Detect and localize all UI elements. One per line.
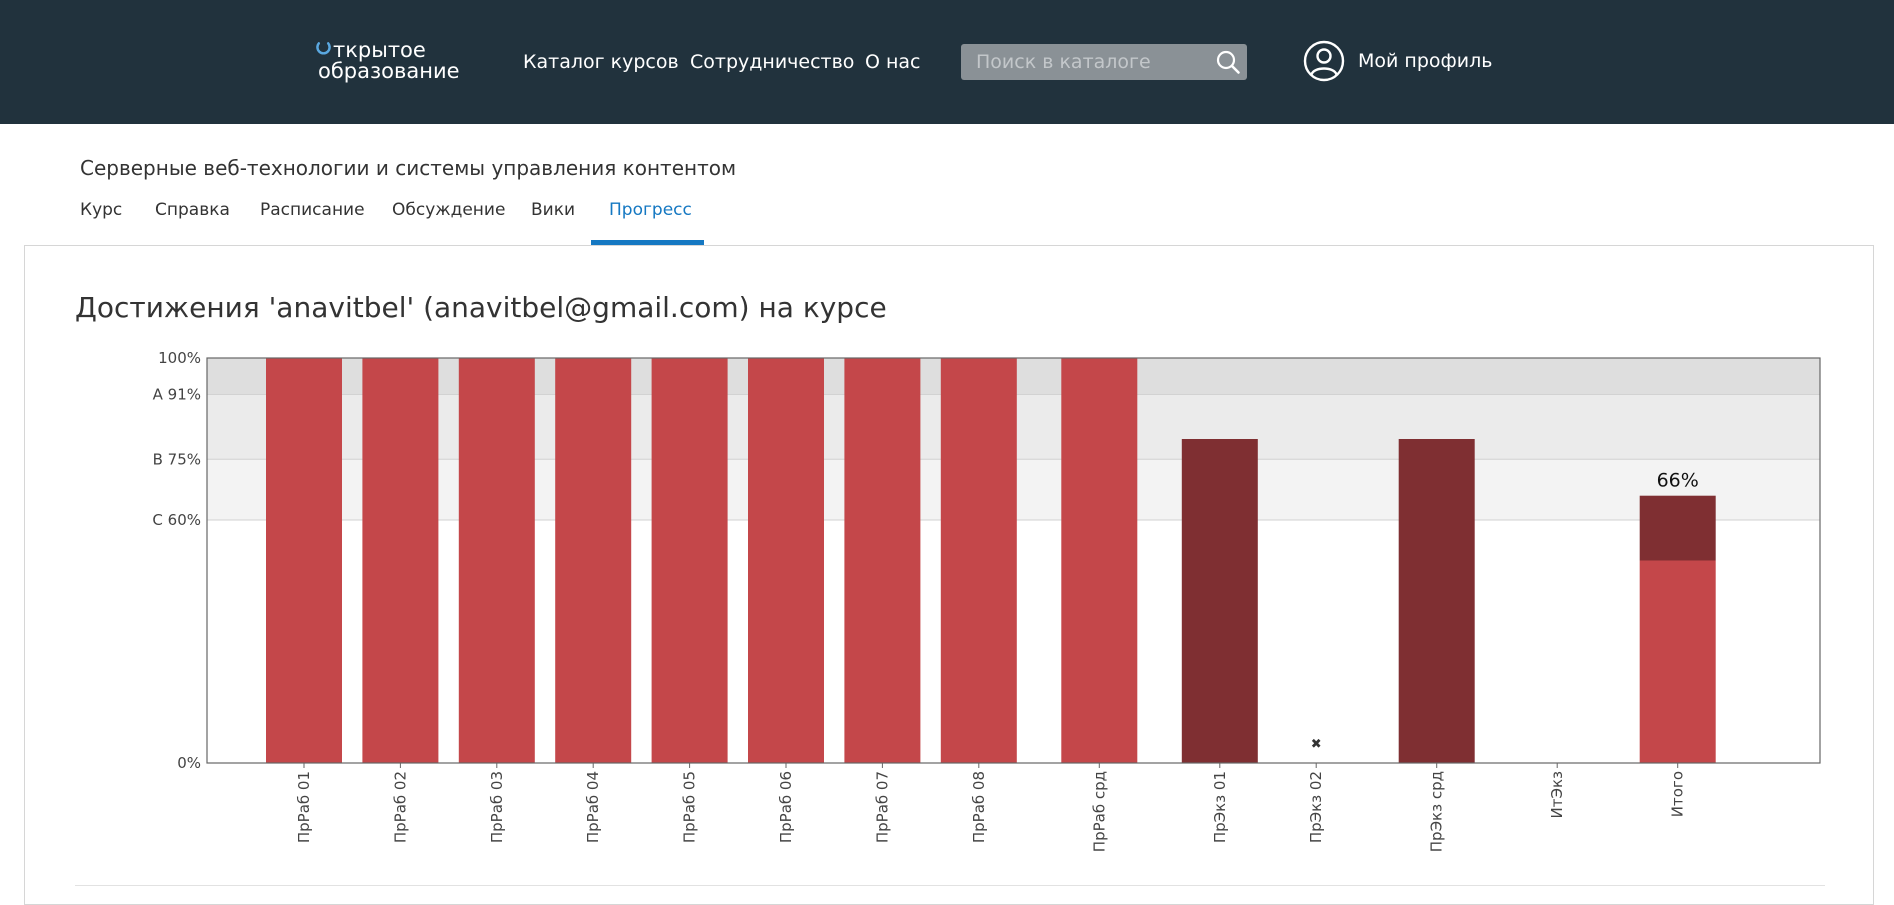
logo-text-line1: ткрытое <box>333 38 426 62</box>
x-tick-label: ПрРаб 07 <box>873 771 891 843</box>
bar <box>555 358 632 763</box>
divider <box>75 885 1825 886</box>
bar <box>748 358 824 763</box>
x-tick-label: ПрЭкз 02 <box>1307 771 1325 843</box>
bar-total-part-dark <box>1639 495 1716 561</box>
x-tick-label: ИтЭкз <box>1548 771 1566 818</box>
y-tick-label: 100% <box>158 349 201 367</box>
logo-ring-icon <box>316 42 331 55</box>
profile-label: Мой профиль <box>1358 50 1493 72</box>
x-tick-label: ПрЭкз 01 <box>1211 771 1229 843</box>
y-tick-label: 0% <box>177 754 201 772</box>
x-tick-label: ПрРаб 02 <box>391 771 409 843</box>
user-avatar-icon <box>1303 40 1345 82</box>
dropped-score-marker: ✖ <box>1311 737 1322 752</box>
bar <box>362 358 439 763</box>
x-tick-label: ПрРаб 01 <box>295 771 313 843</box>
profile-link[interactable]: Мой профиль <box>1303 40 1503 82</box>
x-tick-label: ПрРаб 08 <box>970 771 988 843</box>
plot-border <box>206 357 1821 764</box>
x-tick-label: Итого <box>1669 771 1687 817</box>
y-tick-label: B 75% <box>153 450 201 468</box>
bar <box>940 358 1017 763</box>
tab-course[interactable]: Курс <box>80 200 123 220</box>
tab-progress[interactable]: Прогресс <box>609 200 692 220</box>
nav-about[interactable]: О нас <box>865 51 921 73</box>
search-input[interactable] <box>961 44 1201 80</box>
tab-schedule[interactable]: Расписание <box>260 200 365 220</box>
total-value-label: 66% <box>1657 470 1699 492</box>
bar <box>458 358 535 763</box>
top-navigation-bar: ткрытое образование Каталог курсов Сотру… <box>0 0 1894 124</box>
y-tick-label: A 91% <box>153 385 201 403</box>
bar <box>266 358 342 763</box>
x-tick-label: ПрРаб срд <box>1090 771 1108 852</box>
site-logo[interactable]: ткрытое образование <box>316 38 476 84</box>
search-box <box>961 44 1247 80</box>
tab-wiki[interactable]: Вики <box>531 200 576 220</box>
x-tick-label: ПрРаб 03 <box>488 771 506 843</box>
logo-text-line2: образование <box>318 59 460 83</box>
nav-cooperation[interactable]: Сотрудничество <box>690 51 855 73</box>
x-tick-label: ПрРаб 05 <box>681 771 699 843</box>
bar <box>844 358 921 763</box>
x-tick-label: ПрРаб 06 <box>777 771 795 843</box>
tab-discussion[interactable]: Обсуждение <box>392 200 506 220</box>
tab-help[interactable]: Справка <box>155 200 230 220</box>
bar <box>1181 439 1258 763</box>
active-tab-indicator <box>591 240 704 245</box>
bar-total-part-light <box>1639 560 1716 763</box>
course-title: Серверные веб-технологии и системы управ… <box>80 156 737 180</box>
search-icon[interactable] <box>1215 49 1241 75</box>
x-tick-label: ПрРаб 04 <box>584 771 602 843</box>
nav-course-catalog[interactable]: Каталог курсов <box>523 51 679 73</box>
bar <box>651 358 728 763</box>
bar <box>1398 439 1475 763</box>
bar <box>1061 358 1138 763</box>
page-title: Достижения 'anavitbel' (anavitbel@gmail.… <box>75 291 887 324</box>
x-tick-label: ПрЭкз срд <box>1428 771 1446 852</box>
y-tick-label: C 60% <box>152 511 201 529</box>
